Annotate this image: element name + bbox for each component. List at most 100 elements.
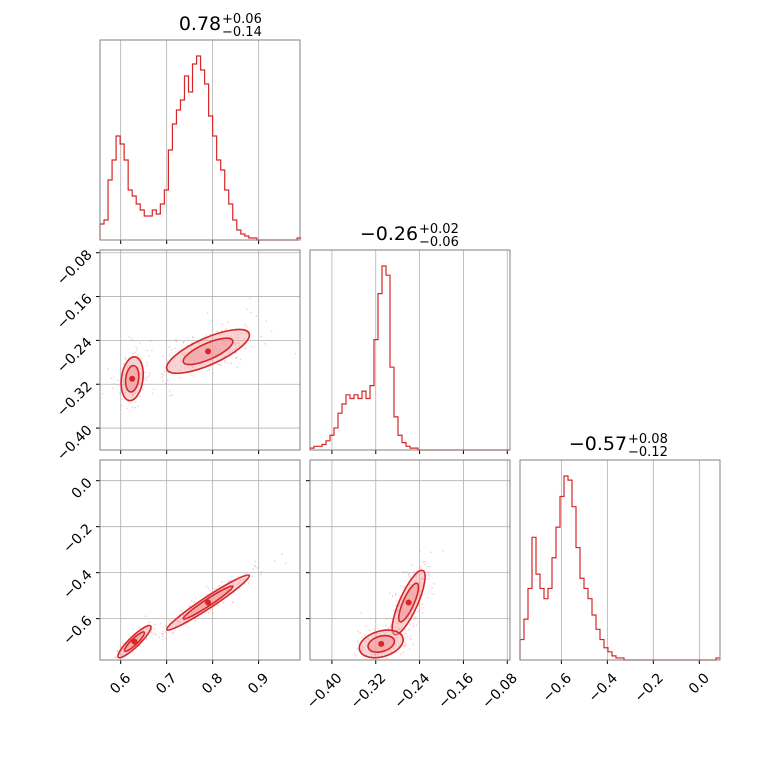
sample-point — [162, 380, 164, 383]
sample-point — [250, 311, 252, 314]
sample-point — [158, 636, 160, 639]
sample-point — [151, 392, 154, 395]
sample-point — [120, 653, 122, 656]
sample-point — [415, 624, 418, 626]
sample-point — [245, 332, 248, 334]
sample-point — [387, 627, 390, 629]
sample-point — [146, 361, 148, 364]
sample-point — [160, 372, 163, 375]
sample-point — [391, 595, 394, 597]
sample-point — [409, 638, 412, 640]
sample-point — [179, 620, 182, 623]
y-tick-label-3: −0.16 — [54, 291, 96, 333]
sample-point — [406, 635, 409, 638]
sample-point — [154, 632, 156, 635]
sample-point — [145, 628, 148, 630]
sample-point — [414, 618, 416, 620]
sample-point — [171, 632, 174, 634]
panel-frame — [99, 459, 301, 661]
y-tick-label-1: −0.32 — [54, 379, 96, 421]
y-tick-label-3: 0.0 — [69, 475, 96, 502]
sample-point — [400, 599, 403, 601]
sample-point — [399, 653, 402, 656]
sample-point — [126, 365, 129, 368]
sample-point — [294, 352, 297, 355]
sample-point — [201, 340, 203, 342]
title-param-2: −0.57 — [569, 433, 627, 455]
y-tick-label-0: −0.6 — [60, 613, 95, 648]
sample-point — [136, 349, 138, 351]
sample-point — [191, 374, 193, 376]
sample-point — [190, 347, 193, 350]
panel-frame — [309, 249, 511, 451]
sample-point — [177, 620, 179, 623]
sample-point — [395, 622, 398, 624]
sample-point — [395, 662, 397, 664]
sample-point — [228, 351, 231, 354]
sample-point — [164, 631, 167, 633]
sample-point — [411, 563, 413, 566]
sample-point — [418, 621, 420, 623]
title-param-1-minus: −0.06 — [419, 235, 459, 250]
x-tick-label-3: 0.0 — [686, 670, 713, 697]
sample-point — [238, 345, 241, 347]
mode-peak — [205, 599, 212, 606]
sample-point — [224, 359, 226, 362]
sample-point — [176, 349, 179, 352]
sample-point — [119, 392, 121, 394]
sample-point — [150, 631, 152, 634]
sample-point — [237, 333, 240, 336]
sample-point — [382, 631, 385, 633]
sample-point — [135, 346, 137, 349]
sample-point — [212, 372, 214, 374]
sample-point — [418, 582, 421, 584]
x-tick-label-1: −0.32 — [348, 670, 390, 712]
sample-point — [184, 351, 187, 354]
sample-point — [178, 369, 181, 371]
sample-point — [227, 321, 230, 323]
sample-point — [138, 342, 141, 344]
sample-point — [116, 650, 118, 652]
sample-point — [132, 651, 135, 654]
sample-point — [259, 573, 262, 576]
hist-panel-0 — [99, 39, 302, 244]
sample-point — [210, 608, 212, 611]
sample-point — [402, 651, 405, 654]
sample-point — [432, 593, 435, 596]
title-param-1-plus: +0.02 — [419, 222, 459, 237]
sample-point — [101, 392, 104, 395]
histogram-line — [99, 55, 302, 241]
sample-point — [209, 365, 211, 368]
sample-point — [421, 612, 424, 614]
panel-frame — [309, 459, 511, 661]
sample-point — [113, 383, 116, 385]
sample-point — [442, 550, 444, 552]
sample-point — [395, 600, 398, 602]
x-tick-label-1: 0.7 — [153, 670, 180, 697]
sample-point — [404, 641, 406, 644]
mode-peak — [405, 599, 412, 606]
sample-point — [147, 355, 150, 357]
sample-point — [148, 621, 150, 623]
sample-point — [179, 623, 182, 625]
sample-point — [414, 616, 417, 618]
sample-point — [239, 579, 241, 582]
sample-point — [373, 629, 376, 631]
sample-point — [159, 622, 162, 625]
sample-point — [370, 654, 373, 656]
sample-point — [422, 578, 425, 580]
sample-point — [356, 648, 359, 650]
sample-point — [194, 619, 197, 622]
sample-point — [193, 601, 195, 603]
sample-point — [107, 665, 109, 667]
sample-point — [242, 578, 245, 581]
sample-point — [110, 377, 113, 380]
sample-point — [223, 355, 226, 357]
x-tick-label-0: 0.6 — [107, 670, 134, 697]
mode-peak — [378, 640, 385, 647]
sample-point — [122, 380, 125, 383]
sample-point — [167, 379, 169, 382]
sample-point — [131, 393, 134, 396]
sample-point — [427, 571, 429, 573]
